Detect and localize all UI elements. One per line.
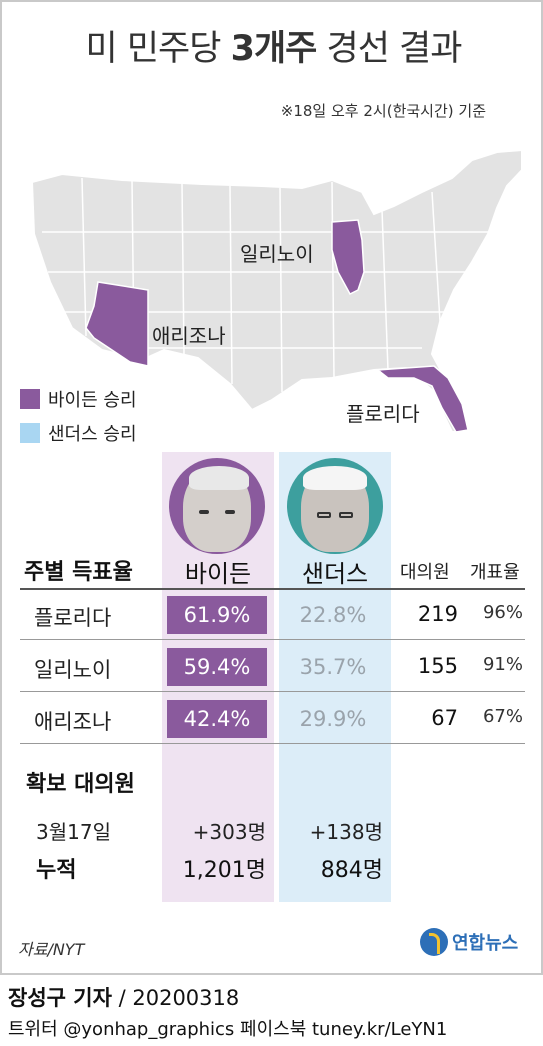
map-label-illinois: 일리노이 [240,242,314,266]
table-row: 일리노이 59.4% 35.7% 155 91% [20,642,525,692]
sanders-total: 884명 [320,858,383,883]
row-counted: 67% [482,706,523,727]
legend-swatch-sanders [20,423,40,443]
sanders-portrait [287,458,383,554]
header-counted: 개표율 [470,562,520,583]
table-row: 플로리다 61.9% 22.8% 219 96% [20,590,525,640]
table-top-rule [20,588,525,590]
row-delegates: 219 [417,602,458,626]
yonhap-logo-text: 연합뉴스 [452,933,519,954]
biden-gain: +303명 [192,820,266,844]
biden-portrait [169,458,265,554]
reporter-name: 장성구 기자 [8,986,112,1010]
title-highlight: 3개주 [230,29,318,69]
legend-item-biden: 바이든 승리 [20,386,137,412]
byline: 장성구 기자 / 20200318 [8,982,239,1012]
state-florida [376,365,469,433]
row-sanders-pct: 35.7% [299,655,367,679]
row-counted: 91% [482,654,523,675]
us-map [30,148,523,433]
title-suffix: 경선 결과 [326,29,463,69]
time-note: ※18일 오후 2시(한국시간) 기준 [280,102,486,120]
yonhap-logo-icon [420,928,448,956]
row-state: 일리노이 [34,658,112,682]
biden-hair [189,466,249,490]
infographic-card: 미 민주당 3개주 경선 결과 ※18일 오후 2시(한국시간) 기준 일 [0,0,543,975]
row-delegates: 155 [417,654,458,678]
row-biden-pct: 61.9% [167,596,267,634]
map-label-arizona: 애리조나 [152,324,226,348]
legend-label-biden: 바이든 승리 [48,390,137,411]
delegates-date: 3월17일 [36,820,111,844]
header-biden: 바이든 [184,560,252,588]
map-label-florida: 플로리다 [346,402,420,426]
row-state: 플로리다 [34,606,112,630]
header-sanders: 샌더스 [301,560,369,588]
social-footer: 트위터 @yonhap_graphics 페이스북 tuney.kr/LeYN1 [8,1019,448,1040]
state-illinois [331,219,365,295]
sanders-gain: +138명 [309,820,383,844]
table-title: 주별 득표율 [24,560,133,585]
title-prefix: 미 민주당 [85,29,222,69]
table-row: 애리조나 42.4% 29.9% 67 67% [20,694,525,744]
sanders-face [301,466,369,552]
row-delegates: 67 [431,706,458,730]
header-delegates: 대의원 [400,562,450,583]
sanders-hair [303,466,367,490]
yonhap-logo: 연합뉴스 [420,928,518,956]
biden-face [183,466,251,552]
source-note: 자료/NYT [18,940,85,959]
legend-label-sanders: 샌더스 승리 [48,424,137,445]
map-legend: 바이든 승리 샌더스 승리 [20,386,137,454]
row-biden-pct: 42.4% [167,700,267,738]
row-biden-pct: 59.4% [167,648,267,686]
legend-item-sanders: 샌더스 승리 [20,420,137,446]
row-sanders-pct: 29.9% [299,707,367,731]
row-sanders-pct: 22.8% [299,603,367,627]
biden-total: 1,201명 [182,858,266,883]
row-counted: 96% [482,602,523,623]
delegates-title: 확보 대의원 [26,772,135,797]
cumulative-label: 누적 [36,858,77,883]
page-title: 미 민주당 3개주 경선 결과 [2,20,543,71]
legend-swatch-biden [20,389,40,409]
state-arizona [85,281,149,367]
row-state: 애리조나 [34,710,112,734]
byline-date: / 20200318 [118,986,240,1010]
